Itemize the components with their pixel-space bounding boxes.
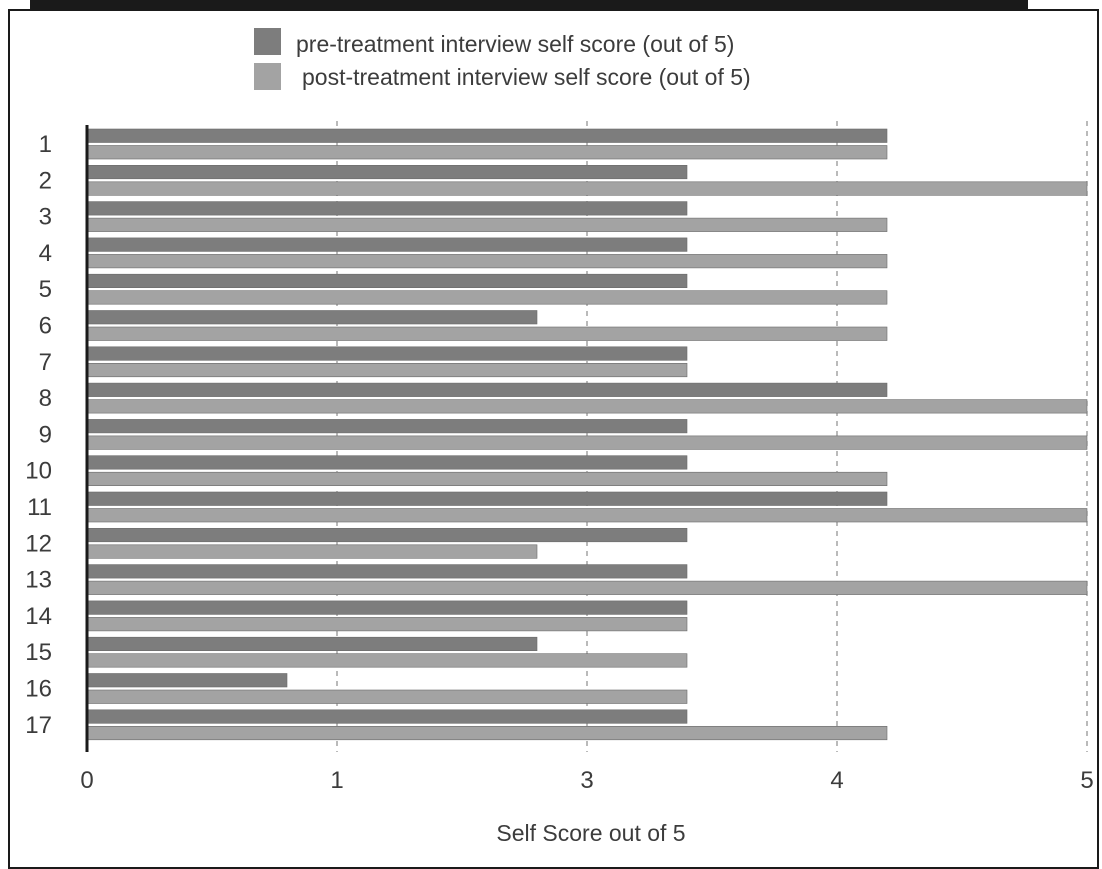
x-tick-label-1: 1 [330, 767, 343, 794]
bar-post-9 [86, 435, 1088, 450]
bar-post-5 [86, 290, 888, 305]
bar-pre-2 [86, 165, 688, 180]
x-tick-label-0: 0 [80, 767, 93, 794]
bar-post-13 [86, 580, 1088, 595]
legend-label-pre: pre-treatment interview self score (out … [296, 31, 734, 57]
bar-pre-17 [86, 709, 688, 724]
bar-post-10 [86, 471, 888, 487]
legend: pre-treatment interview self score (out … [254, 28, 751, 90]
bar-post-7 [86, 362, 688, 378]
bar-pre-11 [86, 491, 888, 506]
bar-post-17 [86, 725, 888, 741]
bar-pre-5 [86, 273, 688, 289]
bar-post-6 [86, 326, 888, 341]
bar-pre-9 [86, 419, 688, 434]
bar-post-15 [86, 653, 688, 668]
category-label-11: 11 [27, 494, 52, 521]
bar-pre-14 [86, 600, 688, 615]
category-label-4: 4 [39, 240, 52, 267]
bar-pre-15 [86, 636, 538, 652]
bar-post-12 [86, 544, 538, 559]
bar-post-1 [86, 145, 888, 160]
category-label-2: 2 [39, 167, 52, 194]
bars [86, 128, 1088, 741]
x-tick-labels: 0 1 3 4 5 [80, 767, 1093, 794]
category-label-15: 15 [25, 639, 52, 666]
x-tick-label-4: 5 [1080, 767, 1093, 794]
bar-pre-12 [86, 527, 688, 543]
bar-post-2 [86, 181, 1088, 196]
bar-pre-10 [86, 455, 688, 470]
category-label-9: 9 [39, 421, 52, 448]
category-label-12: 12 [25, 530, 52, 557]
bar-post-14 [86, 617, 688, 632]
bar-pre-4 [86, 237, 688, 252]
category-label-3: 3 [39, 204, 52, 231]
category-label-16: 16 [25, 676, 52, 703]
bar-post-11 [86, 508, 1088, 523]
bar-pre-1 [86, 128, 888, 143]
category-label-10: 10 [25, 458, 52, 485]
bar-post-8 [86, 399, 1088, 414]
bar-pre-13 [86, 564, 688, 579]
top-border-bar [30, 0, 1028, 9]
bar-post-3 [86, 217, 888, 232]
x-axis-label: Self Score out of 5 [496, 820, 685, 846]
bar-pre-8 [86, 382, 888, 397]
category-label-1: 1 [39, 131, 52, 158]
category-label-8: 8 [39, 385, 52, 412]
bar-post-16 [86, 689, 688, 704]
category-label-6: 6 [39, 313, 52, 340]
bar-pre-6 [86, 310, 538, 325]
x-tick-label-3: 4 [830, 767, 843, 794]
category-label-7: 7 [39, 349, 52, 376]
legend-swatch-pre [254, 28, 281, 55]
category-label-17: 17 [25, 712, 52, 739]
bar-pre-3 [86, 201, 688, 216]
category-label-5: 5 [39, 276, 52, 303]
legend-swatch-post [254, 63, 281, 90]
category-label-14: 14 [25, 603, 52, 630]
bar-pre-7 [86, 346, 688, 361]
x-tick-label-2: 3 [580, 767, 593, 794]
bar-post-4 [86, 254, 888, 269]
category-label-13: 13 [25, 567, 52, 594]
bar-pre-16 [86, 673, 288, 688]
legend-label-post: post-treatment interview self score (out… [302, 64, 751, 90]
